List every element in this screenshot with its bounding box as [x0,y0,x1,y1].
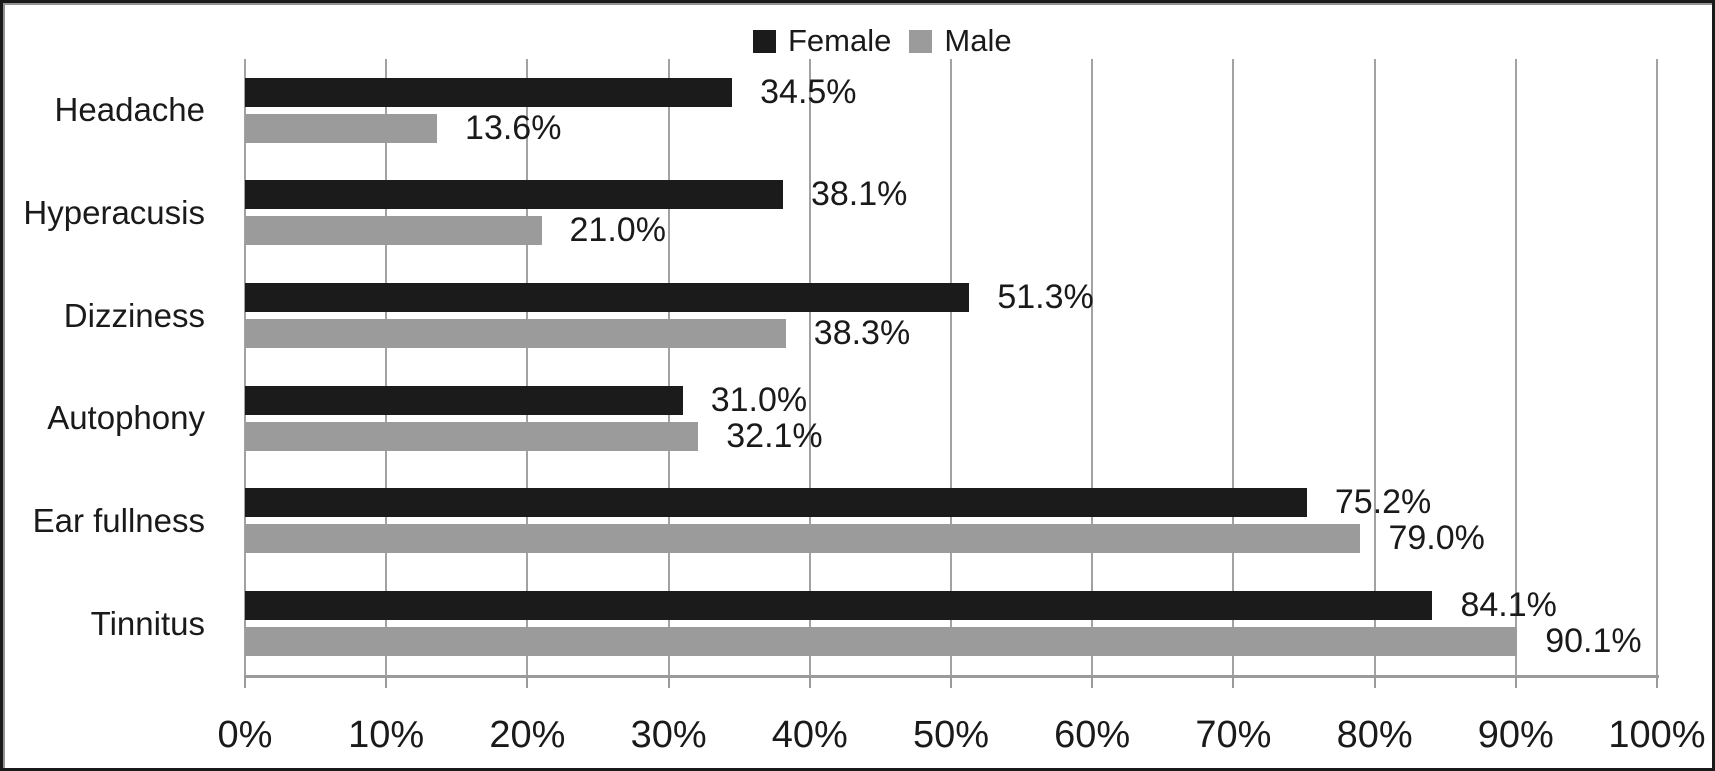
bar-row: 75.2% 79.0% [245,470,1657,573]
male-bar [245,319,786,349]
male-bar [245,524,1361,554]
male-bar [245,421,699,451]
bar-row: 38.1% 21.0% [245,162,1657,265]
x-axis-tick [1232,675,1235,688]
bar-row: 34.5% 13.6% [245,59,1657,162]
x-tick-label: 20% [489,714,566,756]
x-axis-tick [1514,675,1517,688]
bar-row: 51.3% 38.3% [245,264,1657,367]
x-axis-tick [244,675,246,688]
female-bar [245,180,783,210]
legend-label-male: Male [944,23,1012,58]
gridline [1514,59,1517,675]
male-bar-value-label: 32.1% [726,416,823,455]
category-label: Hyperacusis [23,193,205,231]
x-axis-tick [385,675,388,688]
gridline [1232,59,1235,675]
female-bar [245,488,1307,518]
legend: Female Male [753,23,1012,58]
bar-line: 38.3% [245,314,1657,353]
gridline [244,59,246,675]
x-axis-tick [808,675,811,688]
bar-line: 32.1% [245,416,1657,455]
category-label: Tinnitus [90,604,205,642]
legend-label-female: Female [788,23,892,58]
bar-row: 84.1% 90.1% [245,572,1657,675]
gridline [526,59,529,675]
x-axis-tick [526,675,529,688]
bar-line: 51.3% [245,278,1657,317]
category-label: Autophony [47,399,205,437]
female-bar [245,591,1433,621]
x-tick-label: 80% [1336,714,1413,756]
gridline [1373,59,1376,675]
gridline [1091,59,1094,675]
category-axis: Headache Hyperacusis Dizziness Autophony Ear… [3,59,205,675]
legend-item-female: Female [753,23,892,58]
bar-line: 34.5% [245,72,1657,111]
x-axis-tick [1373,675,1376,688]
female-bar [245,283,970,313]
bar-line: 79.0% [245,519,1657,558]
male-bar [245,627,1518,657]
x-tick-label: 90% [1477,714,1554,756]
gridline [385,59,388,675]
gridline [667,59,670,675]
male-bar [245,216,542,246]
female-bar [245,385,683,415]
x-tick-label: 60% [1054,714,1131,756]
x-tick-label: 10% [348,714,425,756]
x-axis-tick [667,675,670,688]
gridline [808,59,811,675]
bar-line: 21.0% [245,211,1657,250]
bar-line: 84.1% [245,586,1657,625]
x-axis-line [244,675,1659,678]
x-axis-tick [1091,675,1094,688]
female-bar-value-label: 75.2% [1334,483,1432,522]
x-axis-tick [950,675,952,688]
x-tick-label: 70% [1195,714,1272,756]
female-bar-value-label: 31.0% [710,380,808,419]
male-bar [245,113,438,143]
gridline [950,59,952,675]
male-bar-value-label: 79.0% [1388,519,1485,558]
x-tick-label: 0% [217,714,273,756]
plot-area: 34.5% 13.6% 38.1% 21.0% 51.3% 38.3% 31.0% 32.1%… [244,59,1659,688]
male-bar-value-label: 21.0% [569,211,666,250]
bar-line: 38.1% [245,175,1657,214]
male-bar-value-label: 38.3% [813,314,911,353]
category-label: Ear fullness [32,501,205,539]
female-bar-value-label: 84.1% [1460,586,1557,625]
male-bar-value-label: 90.1% [1545,622,1642,661]
gridline [1656,59,1658,675]
x-tick-label: 30% [630,714,707,756]
x-axis-tick [1656,675,1658,688]
bar-line: 13.6% [245,108,1657,147]
female-legend-swatch-icon [753,29,776,53]
category-label: Headache [54,91,205,129]
female-bar-value-label: 51.3% [997,278,1094,317]
bar-line: 75.2% [245,483,1657,522]
female-bar-value-label: 34.5% [760,72,857,111]
male-legend-swatch-icon [909,29,933,53]
male-bar-value-label: 13.6% [465,108,562,147]
bar-line: 31.0% [245,380,1657,419]
x-tick-label: 100% [1608,714,1706,756]
bar-line: 90.1% [245,622,1657,661]
category-label: Dizziness [63,296,205,334]
female-bar-value-label: 38.1% [810,175,908,214]
x-tick-label: 40% [771,714,848,756]
x-axis: 0% 10% 20% 30% 40% 50% 60% 70% 80% 90% 100% [218,713,1706,763]
legend-item-male: Male [909,23,1012,58]
female-bar [245,77,733,107]
x-tick-label: 50% [912,714,990,756]
bar-row: 31.0% 32.1% [245,367,1657,470]
